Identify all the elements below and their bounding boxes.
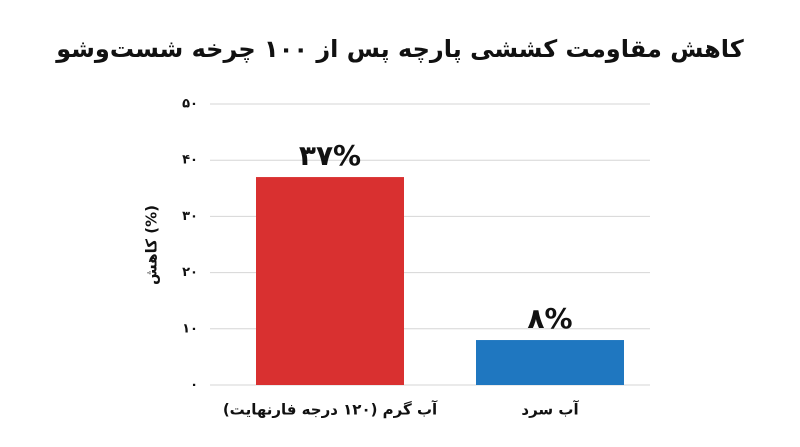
x-tick-label: آب سرد xyxy=(521,401,579,419)
y-axis-label: کاهش (%) xyxy=(143,205,161,285)
y-tick-label: ۳۰ xyxy=(182,209,198,224)
y-tick-label: ۱۰ xyxy=(182,321,198,336)
chart-title: کاهش مقاومت کششی پارچه پس از ۱۰۰ چرخه شس… xyxy=(55,35,744,63)
y-tick-label: ۵۰ xyxy=(182,97,198,112)
data-label: ۸% xyxy=(527,302,572,335)
y-tick-label: ۰ xyxy=(190,378,198,393)
bar xyxy=(256,177,404,385)
y-tick-label: ۴۰ xyxy=(182,153,198,168)
y-tick-label: ۲۰ xyxy=(182,265,198,280)
bar xyxy=(476,340,624,385)
data-label: ۳۷% xyxy=(299,139,361,172)
x-tick-label: آب گرم (۱۲۰ درجه فارنهایت) xyxy=(223,401,438,419)
